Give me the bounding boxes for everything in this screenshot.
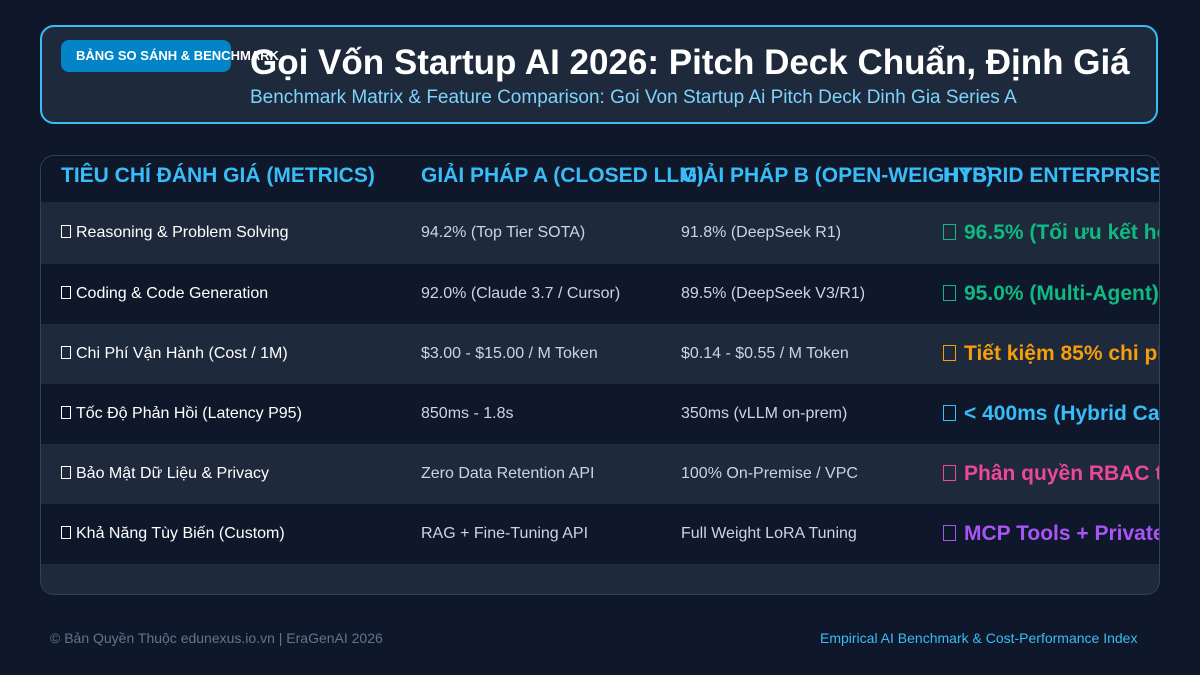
hybrid-cell: Phân quyền RBAC tuyệt đối: [943, 444, 1159, 504]
metric-cell: Coding & Code Generation: [61, 264, 268, 324]
category-badge: BẢNG SO SÁNH & BENCHMARK: [61, 40, 279, 72]
solution-a-cell: Zero Data Retention API: [421, 465, 595, 482]
solution-a-cell: 850ms - 1.8s: [421, 405, 514, 422]
metric-cell: Khả Năng Tùy Biến (Custom): [61, 504, 285, 564]
table-row: Reasoning & Problem Solving 94.2% (Top T…: [41, 203, 1159, 263]
solution-a-cell: 94.2% (Top Tier SOTA): [421, 224, 586, 241]
solution-b-cell: 89.5% (DeepSeek V3/R1): [681, 285, 866, 302]
hybrid-cell: MCP Tools + Private RAG: [943, 504, 1160, 564]
page-title: Gọi Vốn Startup AI 2026: Pitch Deck Chuẩ…: [250, 43, 1130, 82]
solution-b-cell: 350ms (vLLM on-prem): [681, 405, 848, 422]
check-icon: [943, 224, 956, 240]
savings-icon: [943, 345, 956, 361]
table-row: Khả Năng Tùy Biến (Custom) RAG + Fine-Tu…: [41, 504, 1159, 564]
solution-a-cell: $3.00 - $15.00 / M Token: [421, 345, 598, 362]
column-header-solution-b: GIẢI PHÁP B (OPEN-WEIGHTS): [681, 164, 994, 187]
column-header-hybrid: HYBRID ENTERPRISE STACK: [943, 164, 1160, 187]
hybrid-value: 95.0% (Multi-Agent): [964, 282, 1159, 305]
metric-cell: Chi Phí Vận Hành (Cost / 1M): [61, 324, 288, 384]
hybrid-value: MCP Tools + Private RAG: [964, 522, 1160, 545]
metric-label: Bảo Mật Dữ Liệu & Privacy: [76, 465, 270, 482]
table-row: Chi Phí Vận Hành (Cost / 1M) $3.00 - $15…: [41, 324, 1159, 384]
hybrid-value: Phân quyền RBAC tuyệt đối: [964, 462, 1159, 485]
metric-icon: [61, 346, 71, 359]
solution-a-cell: 92.0% (Claude 3.7 / Cursor): [421, 285, 621, 302]
copyright-footer: © Bản Quyền Thuộc edunexus.io.vn | EraGe…: [50, 630, 383, 646]
hybrid-value: < 400ms (Hybrid Cache): [964, 402, 1160, 425]
tools-icon: [943, 525, 956, 541]
hybrid-cell: 96.5% (Tối ưu kết hợp): [943, 203, 1159, 263]
lightning-icon: [943, 405, 956, 421]
check-icon: [943, 285, 956, 301]
metric-cell: Bảo Mật Dữ Liệu & Privacy: [61, 444, 269, 504]
table-row: Coding & Code Generation 92.0% (Claude 3…: [41, 264, 1159, 324]
hybrid-cell: 95.0% (Multi-Agent): [943, 264, 1159, 324]
hybrid-value: 96.5% (Tối ưu kết hợp): [964, 221, 1159, 244]
metric-icon: [61, 526, 71, 539]
metric-icon: [61, 406, 71, 419]
metric-label: Tốc Độ Phản Hồi (Latency P95): [76, 405, 302, 422]
metric-label: Reasoning & Problem Solving: [76, 224, 289, 241]
lock-icon: [943, 465, 956, 481]
page-subtitle: Benchmark Matrix & Feature Comparison: G…: [250, 87, 1017, 108]
metric-icon: [61, 225, 71, 238]
solution-b-cell: 100% On-Premise / VPC: [681, 465, 858, 482]
hybrid-cell: < 400ms (Hybrid Cache): [943, 384, 1160, 444]
metric-icon: [61, 466, 71, 479]
solution-b-cell: 91.8% (DeepSeek R1): [681, 224, 842, 241]
solution-b-cell: $0.14 - $0.55 / M Token: [681, 345, 849, 362]
column-header-metrics: TIÊU CHÍ ĐÁNH GIÁ (METRICS): [61, 164, 375, 187]
hybrid-value: Tiết kiệm 85% chi phí: [964, 342, 1160, 365]
metric-cell: Reasoning & Problem Solving: [61, 203, 289, 263]
metric-label: Chi Phí Vận Hành (Cost / 1M): [76, 345, 288, 362]
table-header-row: [41, 156, 1159, 202]
solution-a-cell: RAG + Fine-Tuning API: [421, 525, 589, 542]
metric-label: Khả Năng Tùy Biến (Custom): [76, 525, 285, 542]
table-row: Bảo Mật Dữ Liệu & Privacy Zero Data Rete…: [41, 444, 1159, 504]
solution-b-cell: Full Weight LoRA Tuning: [681, 525, 857, 542]
benchmark-table: TIÊU CHÍ ĐÁNH GIÁ (METRICS) GIẢI PHÁP A …: [40, 155, 1160, 595]
hybrid-cell: Tiết kiệm 85% chi phí: [943, 324, 1160, 384]
column-header-solution-a: GIẢI PHÁP A (CLOSED LLM): [421, 164, 704, 187]
title-banner: BẢNG SO SÁNH & BENCHMARK Gọi Vốn Startup…: [40, 25, 1158, 124]
metric-icon: [61, 286, 71, 299]
table-row: Tốc Độ Phản Hồi (Latency P95) 850ms - 1.…: [41, 384, 1159, 444]
metric-cell: Tốc Độ Phản Hồi (Latency P95): [61, 384, 302, 444]
index-footer: Empirical AI Benchmark & Cost-Performanc…: [820, 630, 1138, 646]
metric-label: Coding & Code Generation: [76, 285, 269, 302]
